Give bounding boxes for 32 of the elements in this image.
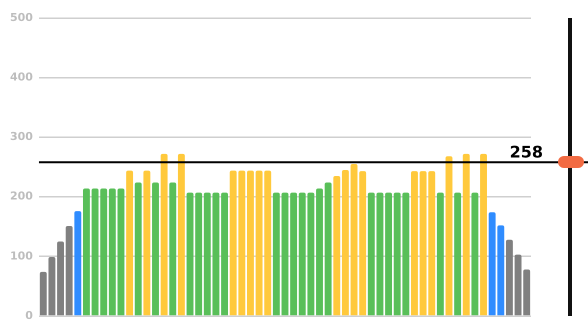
bar [471, 192, 478, 316]
bar [480, 154, 487, 316]
y-tick-label: 400 [10, 70, 34, 84]
bar [143, 170, 150, 316]
y-tick-label: 300 [10, 130, 34, 144]
bar [462, 154, 470, 316]
bar [40, 272, 47, 316]
bar [298, 192, 306, 316]
bar [333, 176, 340, 316]
ref-line-label: 258 [510, 142, 543, 162]
bar [160, 154, 168, 316]
bar [100, 188, 108, 316]
bar [169, 182, 176, 316]
bar [497, 225, 504, 316]
bar [428, 171, 436, 316]
bar [264, 170, 272, 316]
bar [454, 192, 462, 316]
bar [126, 170, 134, 316]
bar [230, 170, 237, 316]
bar [134, 182, 142, 316]
y-tick-label: 500 [10, 10, 34, 24]
bar [446, 156, 452, 316]
bar [204, 192, 211, 316]
y-tick-label: 200 [10, 190, 34, 203]
bar [152, 182, 159, 316]
bar [178, 154, 185, 316]
bar [74, 211, 82, 316]
y-tick-label: 100 [10, 249, 34, 262]
bar [436, 192, 444, 316]
bar [488, 212, 496, 316]
y-tick-label: 0 [25, 308, 34, 322]
bar [402, 192, 410, 316]
